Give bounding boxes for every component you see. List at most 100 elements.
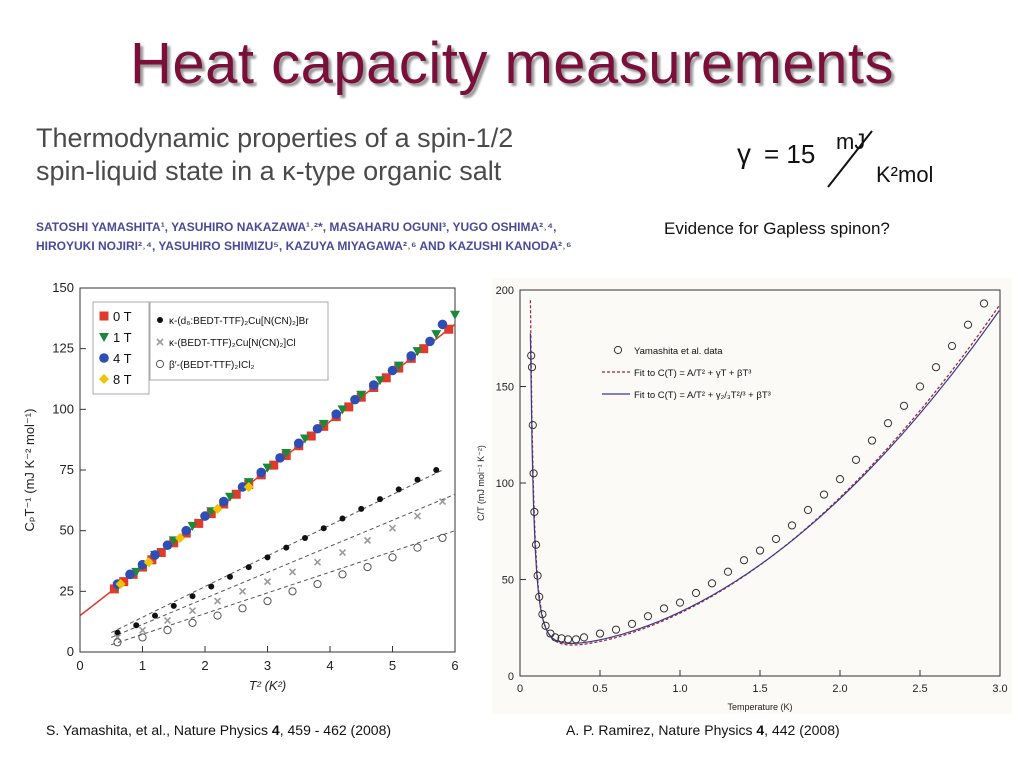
data-point-15 (579, 633, 589, 642)
paper-title-line-2: spin-liquid state in a κ-type organic sa… (36, 156, 502, 186)
series-1-point-17 (431, 330, 442, 340)
data-point-7 (535, 592, 544, 601)
series-5-point-13-stroke-b (438, 497, 447, 506)
data-point-35 (899, 401, 909, 410)
evidence-note: Evidence for Gapless spinon? (664, 219, 890, 238)
data-point-19 (643, 612, 653, 621)
citation-left-pre: S. Yamashita, et al., Nature Physics (46, 722, 272, 738)
series-3-point-1 (143, 557, 154, 568)
data-point-17 (611, 625, 621, 634)
data-point-21 (675, 598, 685, 607)
series-5-point-6 (263, 578, 272, 586)
series-2-point-13 (331, 409, 342, 419)
series-5-point-5-stroke-b (238, 587, 247, 595)
series-6-point-9 (338, 570, 347, 579)
data-point-2 (528, 421, 537, 430)
series-2-point-16 (387, 365, 398, 376)
series-1-point-11 (318, 419, 329, 429)
series-6-point-12 (413, 543, 422, 552)
series-5-point-8 (313, 558, 322, 566)
plot-background (492, 278, 1012, 714)
series-1-point-16 (412, 347, 423, 357)
series-0-point-8 (194, 518, 204, 528)
citation-left-post: , 459 - 462 (2008) (279, 722, 392, 738)
paper-title-line-1: Thermodynamic properties of a spin-1/2 (36, 123, 514, 153)
series-1-point-8 (262, 463, 273, 473)
series-4-point-11 (320, 525, 327, 532)
series-6-point-6 (263, 596, 272, 606)
y-tick-label-6: 150 (52, 280, 74, 295)
series-2-point-11 (293, 438, 304, 449)
sample-legend-label-2: β′-(BEDT-TTF)₂ICl₂ (169, 360, 254, 371)
series-6-point-7 (288, 587, 297, 596)
series-1-point-4 (187, 521, 198, 531)
data-point-13 (563, 635, 573, 644)
citation-left: S. Yamashita, et al., Nature Physics 4, … (46, 722, 391, 738)
x-tick-label-6: 6 (451, 658, 458, 673)
gamma-value: = 15 (764, 139, 815, 169)
data-point-3 (529, 469, 538, 478)
series-3-point-2 (175, 532, 185, 543)
y-tick-label-0: 0 (67, 644, 74, 659)
y-tick-label-3: 150 (496, 382, 514, 394)
x-tick-label-3: 1.5 (752, 683, 767, 695)
series-6-point-13 (438, 533, 447, 543)
legend-label-fit-2: Fit to C(T) = A/T² + γ₂/₃T²/³ + βT³ (634, 390, 771, 401)
series-4-point-3 (170, 602, 177, 609)
series-5-point-11 (388, 524, 397, 532)
fit-curve-two-thirds (529, 310, 1000, 644)
series-5-point-10 (363, 536, 372, 544)
series-1-point-13 (356, 390, 367, 400)
data-point-38 (947, 341, 957, 351)
series-4-point-14 (377, 496, 383, 503)
field-legend-marker-3 (99, 374, 109, 384)
series-5-point-4-stroke-b (213, 597, 222, 605)
series-5-point-2-stroke-b (163, 616, 172, 625)
series-2-point-3 (150, 550, 160, 560)
series-5-point-7-stroke-b (288, 568, 297, 576)
series-6-point-1 (138, 633, 147, 642)
series-5-point-12 (413, 512, 422, 520)
gamma-unit-denominator: K²mol (876, 162, 933, 187)
y-tick-label-2: 50 (60, 523, 74, 538)
series-4-point-6 (227, 573, 233, 580)
series-4-point-10 (302, 534, 308, 541)
y-tick-label-1: 50 (502, 575, 514, 587)
series-0-point-11 (231, 489, 241, 499)
field-legend-marker-0 (99, 311, 109, 321)
series-5-point-13 (438, 497, 447, 506)
series-6-point-3 (188, 618, 197, 627)
series-1-point-10 (300, 434, 310, 444)
y-tick-label-4: 100 (52, 401, 74, 416)
field-legend-marker-2 (99, 353, 109, 363)
y-axis-label: CₚT⁻¹ (mJ K⁻² mol⁻¹) (22, 409, 37, 532)
series-1-point-12 (337, 405, 348, 415)
field-legend-label-3: 8 T (113, 372, 132, 387)
data-point-25 (739, 556, 749, 565)
series-4-point-16 (414, 476, 421, 483)
series-6-point-2 (163, 626, 172, 635)
gamma-unit-numerator: mJ (836, 129, 865, 154)
data-point-40 (979, 299, 989, 308)
series-2-point-18 (425, 336, 435, 347)
citation-right-pre: A. P. Ramirez, Nature Physics (566, 722, 757, 738)
y-tick-label-3: 75 (60, 462, 74, 477)
sample-legend-marker-1 (156, 338, 164, 346)
heat-capacity-chart-left: 0 1 2 3 4 5 6 0 25 50 75 100 125 150 T² (K²) CₚT⁻¹ (mJ … (22, 280, 460, 692)
data-point-12 (557, 634, 566, 643)
series-4-point-1 (133, 622, 140, 629)
x-tick-label-0: 0 (76, 658, 83, 673)
series-6-point-4 (213, 611, 222, 620)
series-1-point-14 (375, 376, 385, 386)
x-tick-label-4: 4 (326, 658, 333, 673)
series-0-point-14 (269, 460, 279, 470)
field-legend-label-2: 4 T (113, 351, 132, 366)
authors-line-2: HIROYUKI NOJIRI²˒⁴, YASUHIRO SHIMIZU⁵, K… (36, 239, 572, 253)
series-2-point-19 (437, 319, 448, 330)
sample-guide-line-2 (111, 530, 456, 646)
x-tick-label-2: 2 (201, 658, 208, 673)
y-tick-label-5: 125 (52, 341, 74, 356)
data-point-30 (819, 490, 829, 499)
series-2-point-8 (237, 482, 248, 492)
series-5-point-6-stroke-b (263, 578, 272, 586)
